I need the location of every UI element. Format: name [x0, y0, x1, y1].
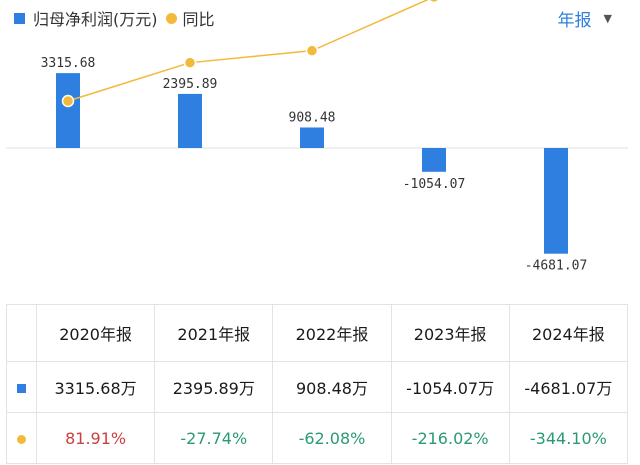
dot-marker-icon — [17, 434, 26, 444]
profit-cell-2021: 2395.89万 — [154, 361, 274, 413]
yoy-point-0[interactable] — [61, 94, 75, 108]
bar-value-label-2: 908.48 — [289, 110, 336, 125]
table-corner-cell — [6, 304, 37, 362]
yoy-cell-2023: -216.02% — [390, 412, 510, 464]
row-yoy-marker — [6, 412, 37, 464]
bars-group — [56, 73, 568, 254]
header-2021: 2021年报 — [154, 304, 274, 362]
caret-down-icon: ▼ — [603, 11, 612, 25]
profit-bar-4[interactable] — [544, 148, 568, 254]
bar-labels-group: 3315.68 2395.89 908.48 -1054.07 -4681.07 — [41, 56, 588, 274]
table-row-yoy: 81.91% -27.74% -62.08% -216.02% -344.10% — [6, 412, 629, 464]
profit-cell-2024: -4681.07万 — [508, 361, 629, 413]
legend-yoy-label: 同比 — [182, 10, 215, 29]
chart-legend: 归母净利润(万元) 同比 — [14, 6, 223, 30]
yoy-cell-2021: -27.74% — [154, 412, 274, 464]
yoy-point-3[interactable] — [428, 0, 440, 4]
header-2020: 2020年报 — [35, 304, 156, 362]
period-dropdown[interactable]: 年报 ▼ — [557, 6, 612, 31]
profit-cell-2020: 3315.68万 — [35, 361, 156, 413]
table-row-profit: 3315.68万 2395.89万 908.48万 -1054.07万 -468… — [6, 361, 629, 413]
dot-swatch-icon — [165, 12, 177, 24]
profit-bar-3[interactable] — [422, 148, 446, 172]
table-header-row: 2020年报 2021年报 2022年报 2023年报 2024年报 — [6, 304, 629, 362]
profit-bar-0[interactable] — [56, 73, 80, 148]
period-selected-label: 年报 — [557, 10, 592, 31]
dots-group — [61, 0, 440, 108]
bar-value-label-1: 2395.89 — [163, 77, 218, 92]
yoy-cell-2022: -62.08% — [272, 412, 392, 464]
yoy-point-1[interactable] — [183, 56, 197, 69]
yoy-cell-2020: 81.91% — [35, 412, 156, 464]
profit-cell-2023: -1054.07万 — [390, 361, 510, 413]
yoy-cell-2024: -344.10% — [508, 412, 629, 464]
header-2024: 2024年报 — [508, 304, 629, 362]
yoy-point-2[interactable] — [305, 44, 319, 57]
bar-marker-icon — [17, 383, 26, 393]
legend-item-profit[interactable]: 归母净利润(万元) — [14, 6, 158, 30]
bar-line-chart: 3315.68 2395.89 908.48 -1054.07 -4681.07 — [6, 0, 628, 274]
legend-profit-label: 归母净利润(万元) — [33, 10, 158, 29]
profit-bar-2[interactable] — [300, 127, 324, 148]
profit-bar-1[interactable] — [178, 93, 202, 148]
legend-item-yoy[interactable]: 同比 — [165, 6, 215, 30]
bar-value-label-3: -1054.07 — [403, 177, 466, 192]
profit-cell-2022: 908.48万 — [272, 361, 392, 413]
bar-value-label-0: 3315.68 — [41, 56, 96, 71]
header-2023: 2023年报 — [390, 304, 510, 362]
data-table: 2020年报 2021年报 2022年报 2023年报 2024年报 3315.… — [6, 304, 629, 464]
bar-swatch-icon — [14, 12, 25, 24]
bar-value-label-4: -4681.07 — [525, 259, 588, 274]
header-2022: 2022年报 — [272, 304, 392, 362]
row-profit-marker — [6, 361, 37, 413]
